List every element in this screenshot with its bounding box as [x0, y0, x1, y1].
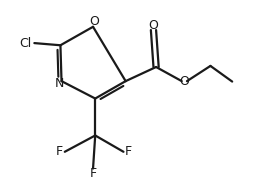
Text: Cl: Cl	[20, 37, 32, 49]
Text: F: F	[125, 145, 132, 158]
Text: F: F	[90, 167, 97, 180]
Text: F: F	[56, 145, 63, 158]
Text: O: O	[179, 75, 189, 88]
Text: O: O	[89, 15, 99, 29]
Text: O: O	[148, 19, 158, 31]
Text: N: N	[55, 77, 64, 90]
